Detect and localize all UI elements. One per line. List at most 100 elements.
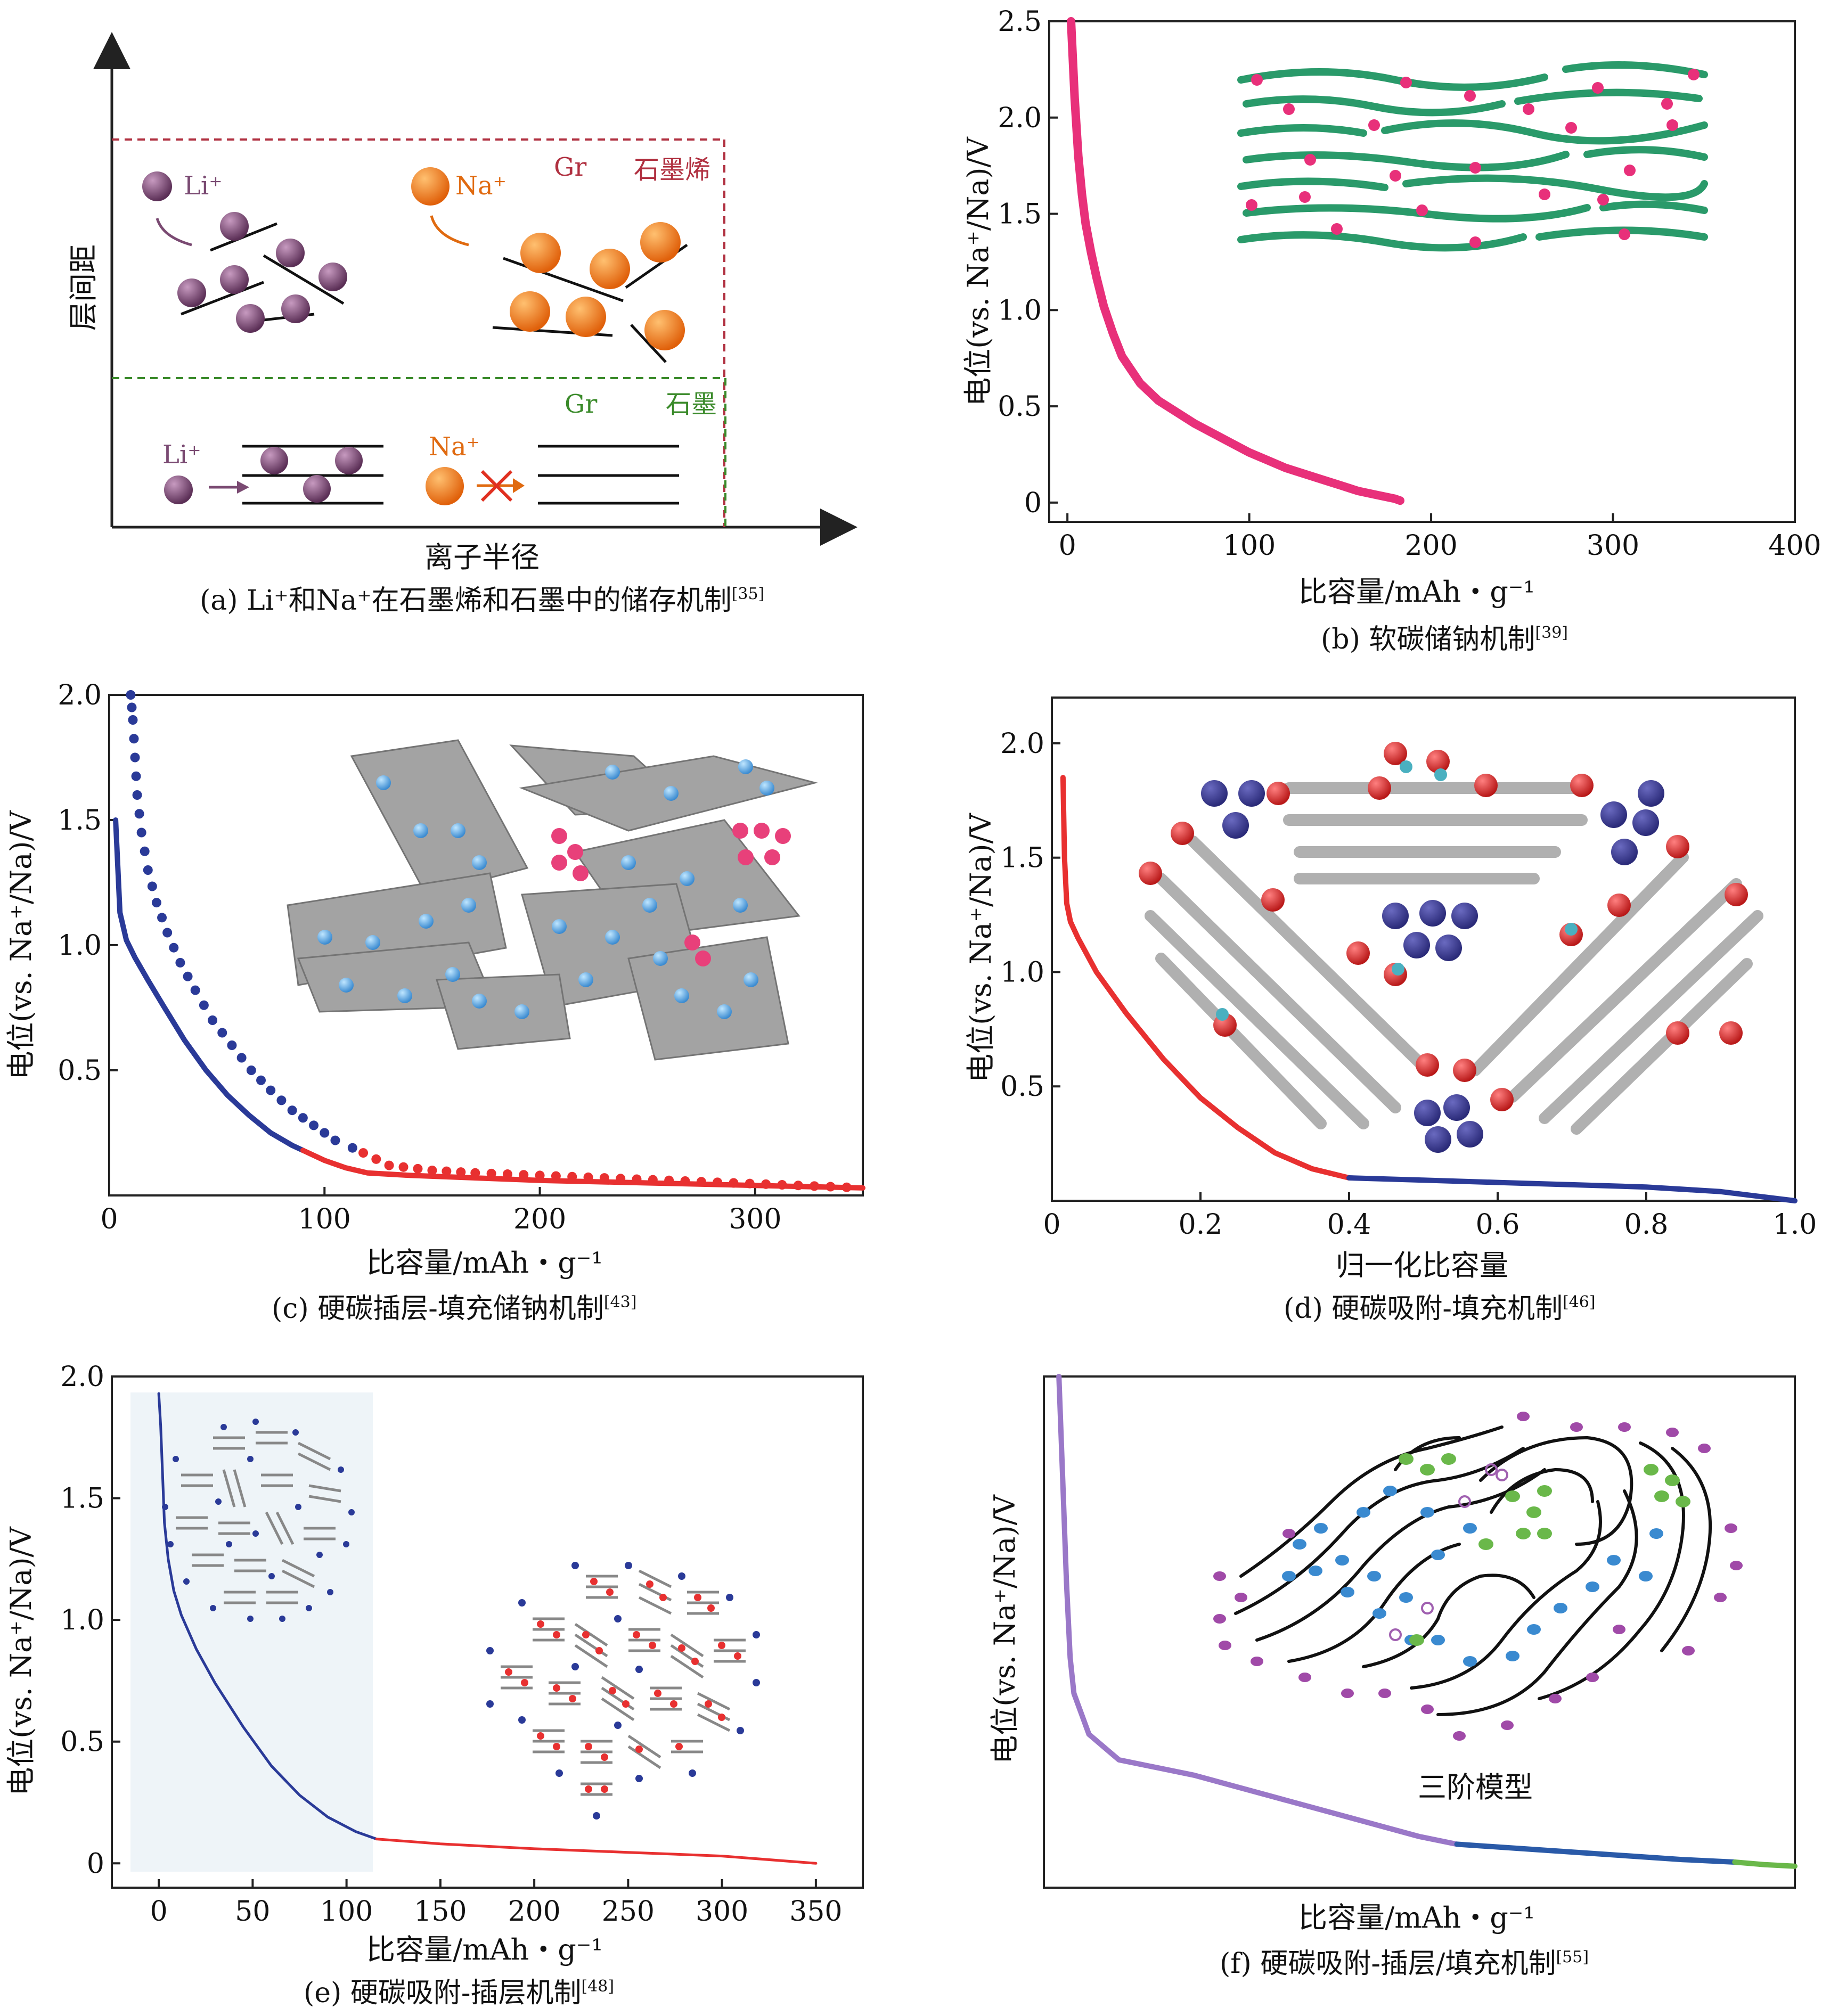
blocked-cross-icon [480,470,513,502]
x-tick-label: 250 [602,1896,655,1928]
series-point [143,865,153,875]
panel-b-plot [1067,17,1404,505]
series-point [358,1148,369,1158]
y-tick-label: 1.5 [58,805,102,837]
x-tick-label: 0.8 [1624,1209,1669,1241]
series-point [246,1066,256,1075]
x-tick-label: 300 [1587,530,1639,562]
panel-e-shaded-region [130,1392,373,1872]
series-point [616,1174,626,1184]
panel-e-caption: (e) 硬碳吸附-插层机制[48] [304,1977,614,2009]
li-arrow [156,218,192,247]
series-point [136,827,146,838]
x-tick-label: 200 [508,1896,560,1928]
y-tick-label: 0.5 [998,391,1042,423]
series-point [127,702,137,712]
series-point [131,771,141,781]
series-point [519,1170,529,1180]
panel-e: 0 50 100 150 200 250 300 350 0 0.5 1.0 1.5 2.0 [4,1361,864,2009]
x-tick-label: 300 [696,1896,748,1928]
li-graphite-layers [242,445,383,505]
panel-d-xlabel: 归一化比容量 [1336,1249,1508,1282]
x-tick-label: 0 [1059,530,1076,562]
series-point [129,734,139,744]
series-point [713,1177,723,1187]
series-point [384,1160,394,1170]
intercalation-inset [486,1562,760,1820]
series-point [330,1135,340,1145]
panel-d-caption: (d) 硬碳吸附-填充机制[46] [1284,1293,1596,1325]
series-point [793,1181,803,1191]
series-point [664,1175,674,1185]
y-tick-label: 0.5 [60,1726,104,1758]
series-point [236,1053,247,1063]
series-point [190,985,200,995]
y-tick-label: 2.0 [60,1361,104,1393]
series-point [175,957,185,968]
series-point [398,1162,409,1172]
series-point [183,971,193,981]
y-tick-label: 2.5 [998,6,1042,38]
series-point [470,1168,480,1178]
carbon-sheet-inset [1139,742,1763,1153]
panel-f-plot [1056,1374,1798,1869]
series-point [287,1105,297,1116]
series-point [648,1175,658,1185]
panel-f-ylabel: 电位(vs. Na⁺/Na)/V [988,1494,1022,1764]
graphite-label: 石墨 [666,389,717,419]
series-point [266,1085,276,1095]
panel-b-frame [1048,20,1796,523]
y-tick-label: 0.5 [1000,1071,1044,1103]
series-point [777,1180,787,1190]
series-point [502,1169,512,1179]
x-tick-label: 50 [235,1896,270,1928]
panel-c-plot [113,690,865,1192]
panel-f-frame [1043,1375,1796,1889]
panel-c-ylabel: 电位(vs. Na⁺/Na)/V [4,810,38,1079]
series-point [456,1167,466,1177]
series-line-blue [1454,1841,1738,1865]
na-graphite-layers [538,445,679,505]
y-tick-label: 1.0 [998,294,1042,326]
y-tick-label: 1.0 [60,1604,104,1636]
panel-f: 三阶模型 电位(vs. Na⁺/Na)/V 比容量/mAh・g⁻¹ (f) 硬碳… [988,1374,1798,1980]
graphene-label: 石墨烯 [634,155,710,185]
series-point [427,1166,437,1175]
na-dots-inset [1246,69,1700,248]
panel-b-caption: (b) 软碳储钠机制[39] [1321,624,1568,655]
series-point [309,1120,319,1130]
panel-e-ylabel: 电位(vs. Na⁺/Na)/V [4,1526,38,1796]
na-ion-legend [411,167,450,206]
x-tick-label: 350 [789,1896,842,1928]
panel-b-ylabel: 电位(vs. Na⁺/Na)/V [961,136,995,406]
panel-a-xlabel: 离子半径 [424,540,540,574]
li-label-bottom: Li⁺ [162,440,201,470]
series-point [486,1168,496,1178]
series-point [729,1178,739,1188]
series-point [217,1028,227,1038]
series-line-solid-blue [113,817,306,1153]
x-tick-label: 150 [414,1896,467,1928]
li-ion-legend [142,171,172,201]
li-graphene-cluster [177,212,347,333]
y-tick-label: 1.5 [60,1483,104,1515]
series-point [696,1177,706,1187]
panel-d-frame [1051,696,1796,1202]
series-point [132,790,142,800]
y-tick-label: 0 [87,1848,104,1880]
panel-e-ticks: 0 50 100 150 200 250 300 350 0 0.5 1.0 1.5 2.0 [60,1361,842,1928]
series-point [761,1179,771,1189]
x-tick-label: 100 [1223,530,1276,562]
y-tick-label: 1.0 [58,930,102,962]
three-stage-model-label: 三阶模型 [1418,1771,1533,1804]
x-tick-label: 0.4 [1327,1209,1371,1241]
series-point [567,1171,577,1182]
series-point [130,752,140,763]
panel-d-plot [1060,775,1798,1203]
series-point [162,928,173,938]
na-label-top: Na⁺ [455,171,506,201]
y-tick-label: 2.0 [58,679,102,711]
panel-f-caption: (f) 硬碳吸附-插层/填充机制[55] [1220,1948,1589,1980]
series-point [134,809,144,819]
